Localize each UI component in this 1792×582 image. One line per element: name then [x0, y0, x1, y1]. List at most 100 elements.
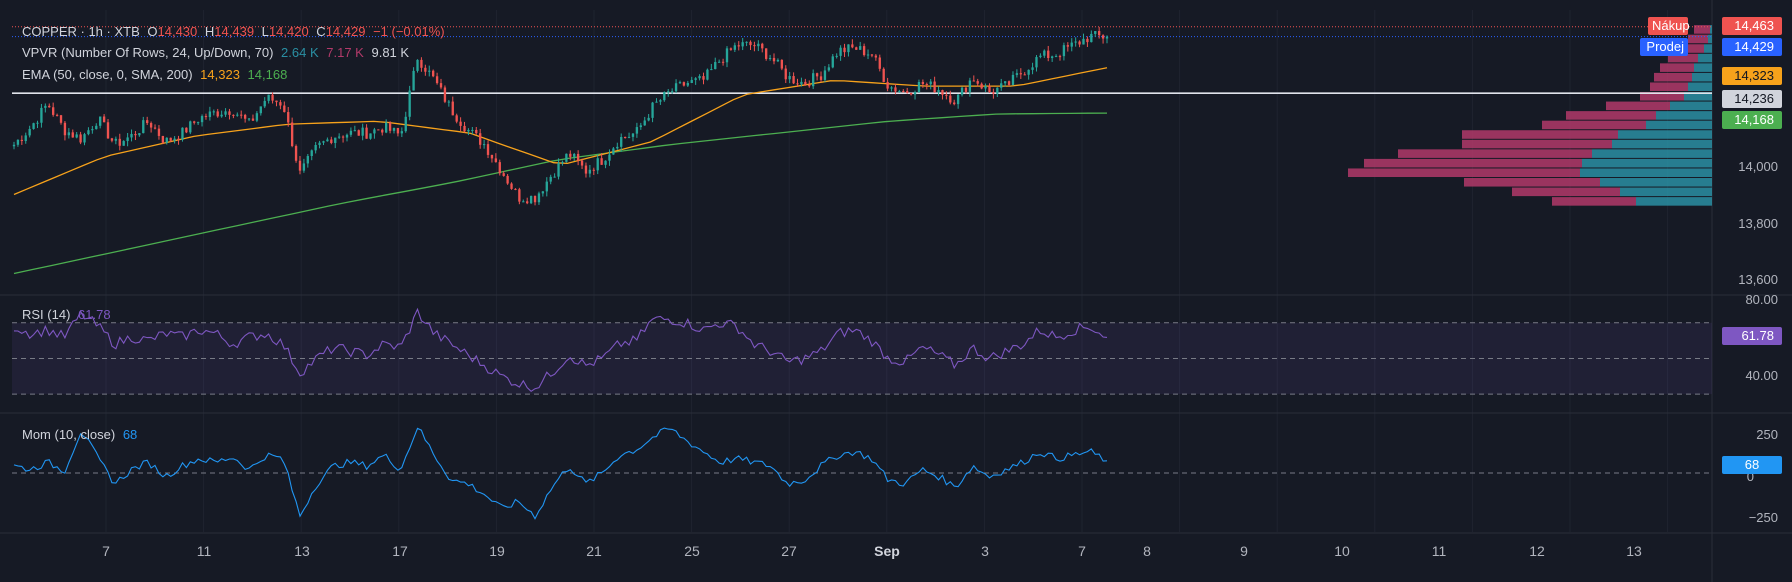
candle-body	[400, 131, 404, 134]
rsi-tick: 80.00	[1745, 292, 1778, 307]
x-tick: 12	[1529, 543, 1545, 559]
candle-body	[702, 76, 705, 80]
candle-body	[596, 158, 599, 171]
candle-body	[48, 105, 51, 108]
candle-body	[784, 68, 787, 80]
candle-body	[204, 116, 208, 118]
candle-body	[913, 91, 917, 95]
candle-body	[992, 92, 995, 94]
candle-body	[780, 59, 784, 69]
candle-body	[561, 161, 564, 164]
volume-profile-down-bar	[1552, 197, 1636, 206]
candle-body	[980, 83, 983, 89]
x-tick: 10	[1334, 543, 1350, 559]
candle-body	[20, 139, 24, 141]
candle-body	[1097, 31, 1101, 36]
volume-profile-up-bar	[1684, 92, 1712, 101]
candle-body	[482, 144, 486, 146]
candle-body	[953, 102, 956, 105]
candle-body	[580, 160, 584, 166]
symbol-title[interactable]: COPPER · 1h · XTB	[22, 24, 140, 39]
sell-price-badge[interactable]: 14,429	[1722, 38, 1782, 56]
candle-body	[196, 122, 200, 124]
candle-body	[623, 136, 627, 138]
candle-body	[283, 105, 286, 113]
ema50-value: 14,323	[200, 67, 240, 82]
volume-profile-down-bar	[1668, 53, 1698, 63]
candle-body	[549, 176, 552, 182]
buy-label[interactable]: Nákup	[1648, 17, 1690, 35]
candle-body	[960, 87, 964, 95]
volume-profile-up-bar	[1612, 139, 1712, 149]
candle-body	[827, 67, 831, 71]
candle-body	[275, 100, 278, 103]
candle-body	[757, 43, 760, 47]
candle-body	[1050, 56, 1054, 58]
candle-body	[1031, 67, 1034, 70]
candle-body	[220, 114, 223, 117]
candle-body	[690, 79, 693, 84]
open-value: 14,430	[157, 24, 198, 39]
candle-body	[557, 163, 560, 177]
volume-profile-down-bar	[1606, 101, 1670, 111]
candle-body	[32, 123, 35, 129]
mom-legend[interactable]: Mom (10, close) 68	[22, 427, 141, 442]
candle-body	[565, 153, 568, 162]
symbol-legend: COPPER · 1h · XTB O14,430 H14,439 L14,42…	[22, 24, 449, 39]
candle-body	[498, 162, 501, 174]
candle-body	[459, 121, 462, 126]
candle-body	[134, 133, 137, 136]
candle-body	[737, 45, 740, 47]
candle-body	[416, 59, 419, 71]
candle-body	[1019, 73, 1022, 75]
candle-body	[236, 114, 239, 116]
candle-body	[75, 134, 78, 138]
candle-body	[506, 175, 509, 184]
vpvr-label: VPVR (Number Of Rows, 24, Up/Down, 70)	[22, 45, 274, 60]
candle-body	[271, 94, 274, 101]
candle-body	[925, 84, 928, 86]
volume-profile-up-bar	[1656, 111, 1712, 120]
candle-body	[725, 48, 729, 63]
candle-body	[102, 116, 106, 123]
candle-body	[173, 138, 176, 141]
volume-profile-up-bar	[1580, 168, 1712, 178]
candle-body	[502, 173, 505, 176]
candle-body	[933, 81, 936, 93]
ema-legend[interactable]: EMA (50, close, 0, SMA, 200) 14,323 14,1…	[22, 67, 291, 82]
sma200-badge: 14,168	[1722, 111, 1782, 129]
candle-body	[686, 83, 689, 86]
candle-body	[408, 90, 411, 117]
candle-body	[475, 129, 478, 134]
candle-body	[886, 81, 889, 89]
candle-body	[878, 57, 881, 69]
candle-body	[1101, 35, 1105, 39]
candle-body	[659, 100, 662, 102]
buy-price-badge[interactable]: 14,463	[1722, 17, 1782, 35]
candle-body	[153, 127, 157, 129]
candle-body	[522, 201, 525, 203]
candle-body	[537, 193, 541, 203]
close-value: 14,429	[325, 24, 366, 39]
volume-profile-down-bar	[1640, 92, 1684, 101]
x-tick: 19	[489, 543, 505, 559]
candle-body	[569, 153, 572, 157]
candle-body	[1003, 81, 1007, 84]
sell-label[interactable]: Prodej	[1640, 38, 1688, 56]
candle-body	[1082, 38, 1085, 45]
candle-body	[443, 87, 447, 102]
candle-body	[439, 83, 443, 88]
candle-body	[193, 121, 196, 123]
candle-body	[1074, 41, 1077, 43]
vpvr-legend[interactable]: VPVR (Number Of Rows, 24, Up/Down, 70) 2…	[22, 45, 413, 60]
candle-body	[647, 117, 650, 121]
candle-body	[741, 42, 744, 47]
candle-body	[937, 90, 940, 93]
rsi-legend[interactable]: RSI (14) 61.78	[22, 307, 115, 322]
candle-body	[663, 91, 666, 101]
momentum-line	[13, 427, 1108, 520]
rsi-line	[13, 307, 1108, 392]
volume-profile-down-bar	[1654, 72, 1692, 82]
